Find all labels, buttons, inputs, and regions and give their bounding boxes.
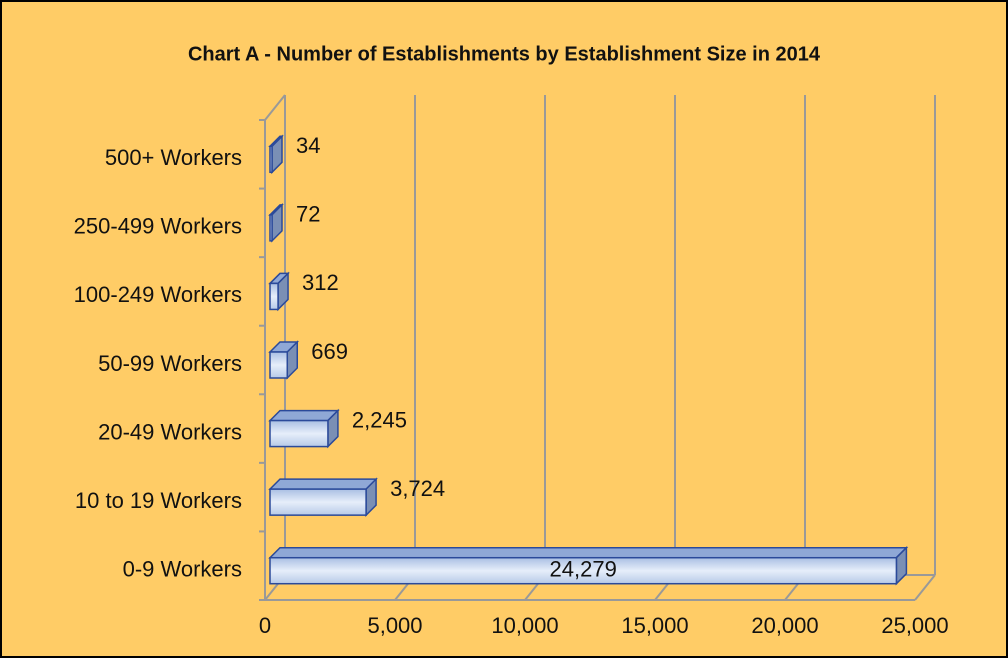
x-tick-label: 15,000 xyxy=(621,613,688,638)
y-tick-label: 500+ Workers xyxy=(105,145,242,170)
bar xyxy=(269,351,289,379)
bar xyxy=(269,214,273,242)
x-tick-label: 0 xyxy=(259,613,271,638)
y-tick-label: 0-9 Workers xyxy=(123,557,242,582)
y-tick-label: 100-249 Workers xyxy=(74,282,242,307)
bar-top xyxy=(268,409,340,422)
x-tick-label: 10,000 xyxy=(491,613,558,638)
bar xyxy=(269,282,279,311)
x-tick-label: 20,000 xyxy=(751,613,818,638)
value-label: 669 xyxy=(311,339,348,364)
bar-top xyxy=(268,478,378,490)
x-tick-label: 5,000 xyxy=(367,613,422,638)
bar xyxy=(269,145,273,174)
y-tick-label: 250-499 Workers xyxy=(74,214,242,239)
left-wall-top xyxy=(264,94,286,121)
bar xyxy=(269,488,367,516)
floor-grid-line xyxy=(914,574,936,601)
value-label: 2,245 xyxy=(352,407,407,432)
chart-title: Chart A - Number of Establishments by Es… xyxy=(188,43,821,65)
value-label: 24,279 xyxy=(550,557,617,582)
y-tick-label: 50-99 Workers xyxy=(98,351,242,376)
x-tick-label: 25,000 xyxy=(881,613,948,638)
bar xyxy=(269,556,898,585)
value-label: 3,724 xyxy=(390,476,445,501)
value-label: 312 xyxy=(302,270,339,295)
bar xyxy=(269,419,329,448)
y-tick-label: 10 to 19 Workers xyxy=(75,488,242,513)
value-label: 72 xyxy=(296,202,320,227)
value-label: 34 xyxy=(296,133,320,158)
y-tick-label: 20-49 Workers xyxy=(98,419,242,444)
